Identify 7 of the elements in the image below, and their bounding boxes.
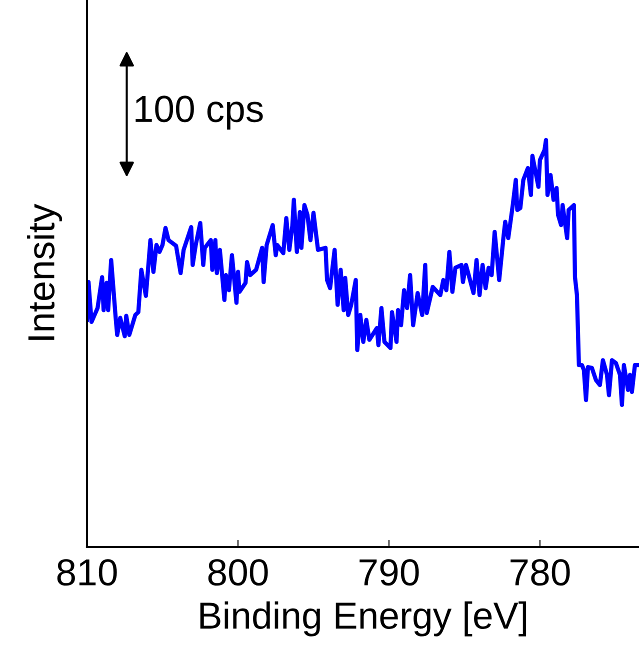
- x-axis-title: Binding Energy [eV]: [200, 601, 526, 636]
- text: 100 cps: [136, 96, 263, 130]
- y-axis-title: Intensity: [27, 204, 62, 340]
- x-tick-label: 780: [510, 559, 570, 586]
- x-tick-label: 790: [360, 559, 419, 586]
- x-tick-label: 810: [57, 559, 117, 586]
- x-tick-label: 800: [208, 559, 268, 586]
